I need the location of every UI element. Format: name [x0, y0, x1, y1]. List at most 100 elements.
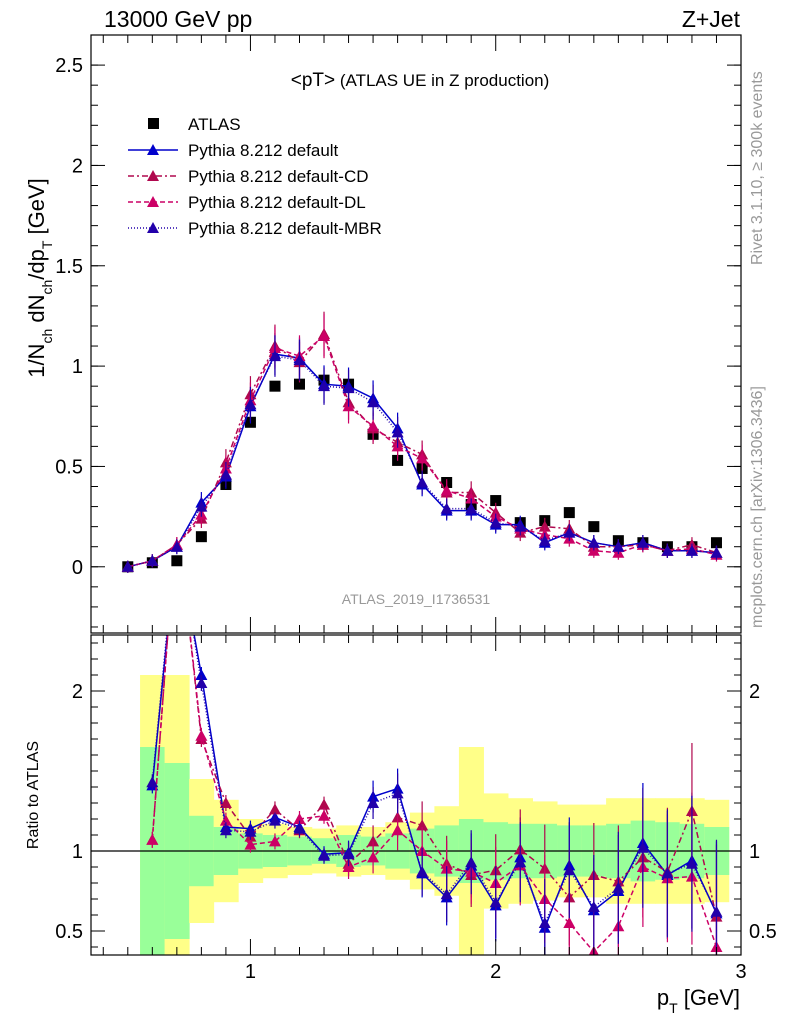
ratio-y-tick-label: 2	[72, 681, 83, 703]
ratio-point	[636, 841, 649, 853]
data-point	[146, 554, 159, 566]
data-point	[318, 380, 331, 392]
ratio-point	[244, 825, 257, 837]
data-point	[195, 500, 208, 512]
ratio-point	[416, 865, 429, 877]
data-point	[465, 492, 478, 504]
ratio-point	[195, 677, 208, 688]
ratio-xlabel: pT [GeV]	[657, 985, 740, 1016]
legend-label: Pythia 8.212 default-MBR	[188, 219, 382, 238]
ratio-point	[219, 814, 232, 826]
legend-label: Pythia 8.212 default-CD	[188, 167, 369, 186]
ratio-point	[489, 896, 502, 908]
data-point	[244, 398, 257, 410]
ratio-y-tick-label-right: 2	[749, 681, 760, 703]
y-tick-label: 1.5	[55, 256, 83, 278]
legend-marker	[147, 196, 159, 207]
ratio-point	[661, 867, 674, 879]
y-tick-label: 1	[72, 356, 83, 378]
ratio-y-tick-label-right: 1	[749, 841, 760, 863]
ratio-point	[342, 848, 355, 860]
x-tick-label: 1	[245, 961, 256, 983]
atlas-data-point	[490, 495, 502, 507]
data-point	[367, 420, 380, 432]
ratio-point	[244, 838, 257, 850]
ratio-point	[391, 787, 404, 799]
data-point	[121, 560, 134, 572]
data-point	[636, 536, 649, 548]
data-point	[342, 382, 355, 394]
ratio-point	[268, 835, 281, 847]
rivet-version-label: Rivet 3.1.10, ≥ 300k events	[749, 71, 766, 265]
ratio-point	[171, 509, 183, 520]
y-tick-label: 2.5	[55, 55, 83, 77]
y-tick-label: 0.5	[55, 456, 83, 478]
energy-label: 13000 GeV pp	[104, 6, 252, 32]
ratio-panel: 0.5 0.5 1 1 2 2 1 2 3 Ratio to ATLAS pT [GeV]	[25, 509, 777, 1016]
legend-marker	[147, 144, 159, 155]
main-ylabel: 1/Nch dNch/dpT [GeV]	[24, 178, 55, 378]
atlas-data-point	[269, 380, 281, 392]
atlas-data-point	[171, 555, 183, 567]
data-point	[416, 452, 429, 464]
ratio-point	[318, 849, 331, 861]
series-mc-2	[121, 311, 723, 573]
data-point	[440, 484, 453, 496]
ratio-point	[563, 864, 576, 876]
legend: ATLAS Pythia 8.212 default Pythia 8.212 de…	[128, 115, 382, 238]
ratio-y-tick-label: 1	[72, 841, 83, 863]
ratio-point	[268, 814, 281, 826]
data-point	[367, 396, 380, 408]
ratio-point	[685, 857, 698, 869]
y-tick-label: 2	[72, 155, 83, 177]
series-mc-4	[121, 335, 723, 573]
data-point	[170, 540, 183, 552]
ratio-point	[318, 809, 331, 821]
main-title: <pT> (ATLAS UE in Z production)	[291, 70, 550, 91]
ratio-panel-frame	[90, 634, 742, 956]
main-panel-frame	[90, 34, 742, 634]
ratio-point	[342, 861, 355, 872]
data-point	[514, 520, 527, 532]
legend-marker-atlas	[148, 118, 159, 129]
atlas-data-point	[195, 531, 207, 543]
ratio-point	[465, 856, 478, 868]
x-tick-label: 3	[735, 961, 746, 983]
ratio-point	[195, 729, 208, 741]
data-point	[563, 526, 576, 538]
data-point	[416, 476, 429, 488]
ratio-ylabel: Ratio to ATLAS	[25, 741, 42, 849]
data-point	[489, 516, 502, 528]
ratio-point	[219, 797, 232, 808]
legend-marker	[147, 170, 159, 181]
analysis-id-label: ATLAS_2019_I1736531	[342, 591, 491, 607]
atlas-data-point	[588, 521, 600, 533]
data-point	[587, 536, 600, 548]
ratio-point	[171, 525, 183, 536]
ratio-point	[416, 819, 429, 831]
process-label: Z+Jet	[682, 6, 741, 32]
ratio-point	[514, 856, 527, 868]
y-tick-label: 0	[72, 557, 83, 579]
ratio-series-2	[146, 509, 723, 955]
ratio-point	[587, 901, 600, 912]
data-point	[219, 468, 232, 480]
ratio-point	[219, 824, 232, 836]
data-point	[612, 540, 625, 552]
ratio-line	[151, 635, 718, 925]
atlas-data-point	[710, 537, 722, 549]
data-point	[465, 502, 478, 514]
legend-label: ATLAS	[188, 115, 241, 134]
data-point	[538, 534, 551, 546]
main-panel: 0 0.5 1 1.5 2 2.5 <pT> (ATLAS UE in Z product…	[24, 34, 742, 634]
ratio-series-3	[146, 635, 723, 955]
legend-marker	[147, 222, 159, 233]
ratio-y-tick-label: 0.5	[55, 921, 83, 943]
ratio-point	[710, 905, 723, 917]
ratio-point	[538, 917, 551, 928]
data-point	[293, 354, 306, 366]
data-point	[710, 546, 723, 558]
atlas-data-point	[563, 507, 575, 519]
data-point	[268, 350, 281, 362]
